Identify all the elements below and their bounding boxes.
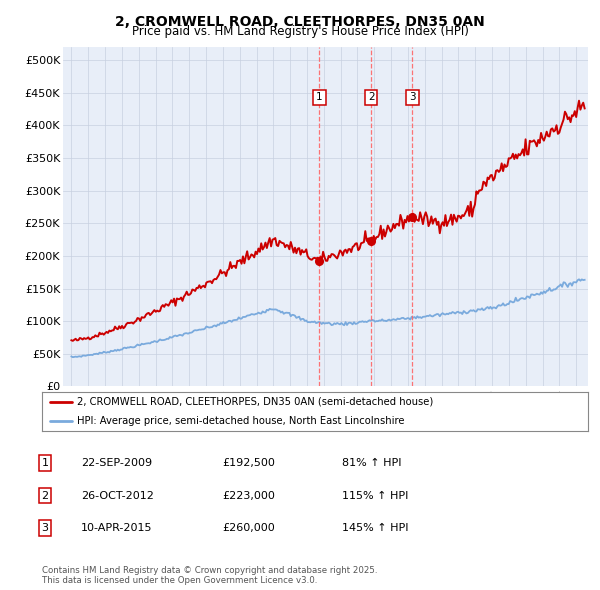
Text: 2, CROMWELL ROAD, CLEETHORPES, DN35 0AN: 2, CROMWELL ROAD, CLEETHORPES, DN35 0AN	[115, 15, 485, 29]
Text: Contains HM Land Registry data © Crown copyright and database right 2025.
This d: Contains HM Land Registry data © Crown c…	[42, 566, 377, 585]
Text: 3: 3	[409, 93, 416, 103]
Text: £260,000: £260,000	[222, 523, 275, 533]
Text: 10-APR-2015: 10-APR-2015	[81, 523, 152, 533]
Text: 3: 3	[41, 523, 49, 533]
Text: 2, CROMWELL ROAD, CLEETHORPES, DN35 0AN (semi-detached house): 2, CROMWELL ROAD, CLEETHORPES, DN35 0AN …	[77, 397, 434, 407]
Text: 115% ↑ HPI: 115% ↑ HPI	[342, 491, 409, 500]
Text: 81% ↑ HPI: 81% ↑ HPI	[342, 458, 401, 468]
Text: 145% ↑ HPI: 145% ↑ HPI	[342, 523, 409, 533]
Text: 26-OCT-2012: 26-OCT-2012	[81, 491, 154, 500]
Text: 22-SEP-2009: 22-SEP-2009	[81, 458, 152, 468]
Text: Price paid vs. HM Land Registry's House Price Index (HPI): Price paid vs. HM Land Registry's House …	[131, 25, 469, 38]
Text: £223,000: £223,000	[222, 491, 275, 500]
Text: 2: 2	[41, 491, 49, 500]
Text: HPI: Average price, semi-detached house, North East Lincolnshire: HPI: Average price, semi-detached house,…	[77, 416, 405, 426]
Text: 1: 1	[41, 458, 49, 468]
Text: £192,500: £192,500	[222, 458, 275, 468]
Text: 2: 2	[368, 93, 374, 103]
Text: 1: 1	[316, 93, 323, 103]
